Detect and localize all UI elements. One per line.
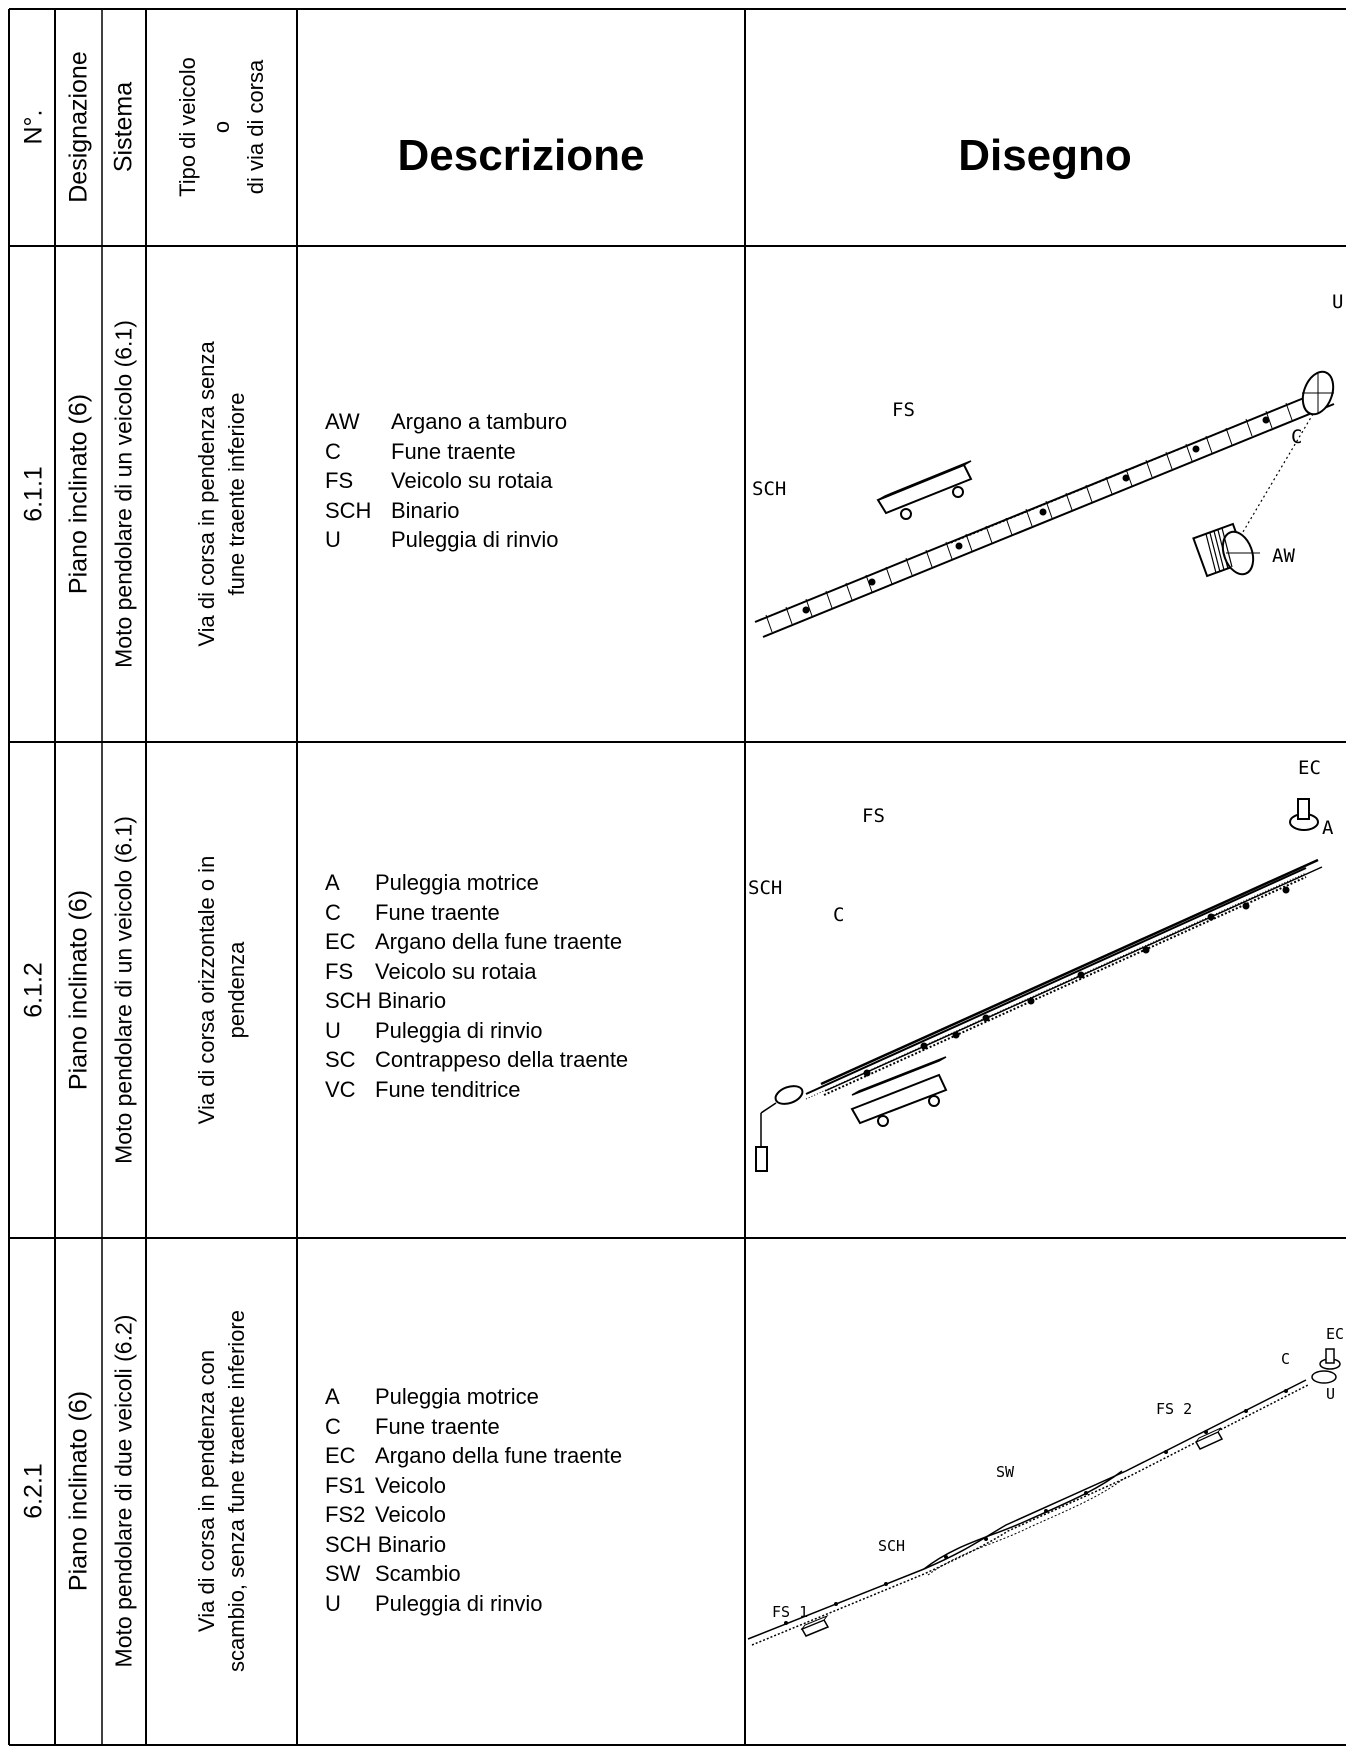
row-number: 6.1.2 bbox=[19, 962, 48, 1018]
legend-item: SW Scambio bbox=[325, 1561, 461, 1586]
legend-item: C Fune traente bbox=[325, 1413, 500, 1439]
rail-vehicle bbox=[876, 460, 973, 520]
label-sch: SCH bbox=[748, 877, 782, 899]
rope-upper bbox=[805, 867, 1307, 1095]
label-c: C bbox=[833, 904, 844, 926]
haul-winch bbox=[1325, 1348, 1335, 1364]
legend-item: U Puleggia di rinvio bbox=[325, 1017, 543, 1043]
return-pulley bbox=[1301, 370, 1335, 416]
legend-item: U Puleggia di rinvio bbox=[325, 1590, 543, 1616]
vehicle-fs2 bbox=[1194, 1427, 1224, 1450]
inclined-plane-drawing-2: EC A FS SCH C U VC SC bbox=[748, 757, 1334, 1172]
vehicle-fs1 bbox=[800, 1614, 830, 1637]
legend-item: SCH Binario bbox=[325, 497, 460, 523]
track-sleepers bbox=[765, 394, 1313, 633]
row-sistema: Moto pendolare di un veicolo (6.1) bbox=[110, 816, 137, 1164]
label-fs: FS bbox=[892, 399, 915, 421]
label-fs2: FS 2 bbox=[1156, 1400, 1192, 1418]
drive-pulley bbox=[1311, 1348, 1341, 1384]
track-rail-upper bbox=[820, 858, 1319, 1086]
label-a: A bbox=[1322, 817, 1334, 839]
track-main bbox=[747, 1379, 1307, 1640]
via-line1: Via di corsa in pendenza con bbox=[194, 1349, 219, 1633]
via-line2: pendenza bbox=[224, 941, 249, 1039]
legend-item: VC Fune tenditrice bbox=[325, 1076, 521, 1102]
row-sistema: Moto pendolare di due veicoli (6.2) bbox=[110, 1314, 137, 1668]
row-designazione: Piano inclinato (6) bbox=[64, 889, 93, 1091]
row-via-di-corsa: Via di corsa orizzontale o in pendenza bbox=[192, 856, 252, 1125]
legend-item: SCH Binario bbox=[325, 1531, 447, 1557]
legend-item: FS1 Veicolo bbox=[325, 1472, 446, 1498]
row-designazione: Piano inclinato (6) bbox=[64, 1390, 93, 1592]
row-via-di-corsa: Via di corsa in pendenza senza fune trae… bbox=[192, 341, 252, 646]
row-description: A Puleggia motrice C Fune traente EC Argano… bbox=[325, 1382, 622, 1618]
row-number: 6.2.1 bbox=[19, 1463, 48, 1519]
via-line2: fune traente inferiore bbox=[224, 392, 249, 596]
legend-item: SCH Binario bbox=[325, 988, 447, 1013]
header-tipo-line3: di via di corsa bbox=[243, 59, 268, 195]
header-num: N°. bbox=[19, 109, 48, 145]
row-description: A Puleggia motrice C Fune traente EC Argano… bbox=[325, 868, 628, 1104]
via-line1: Via di corsa orizzontale o in bbox=[194, 855, 219, 1125]
label-ec: EC bbox=[1326, 1325, 1344, 1343]
rail-vehicle bbox=[850, 1056, 948, 1127]
haul-rope bbox=[950, 389, 1325, 544]
legend-item: C Fune traente bbox=[325, 438, 516, 464]
header-tipo-line2: o bbox=[209, 120, 234, 134]
counterweight bbox=[755, 1146, 768, 1172]
rope-rollers bbox=[802, 416, 1270, 614]
row-number: 6.1.1 bbox=[19, 466, 48, 522]
rope-rollers bbox=[863, 886, 1290, 1077]
header-tipo-line1: Tipo di veicolo bbox=[175, 57, 200, 197]
label-ec: EC bbox=[1298, 757, 1321, 779]
header-sistema: Sistema bbox=[109, 81, 138, 173]
label-sch: SCH bbox=[878, 1537, 905, 1555]
inclined-plane-drawing-3: EC C U FS 2 SW SCH FS 1 bbox=[747, 1325, 1344, 1646]
legend-item: SC Contrappeso della traente bbox=[325, 1047, 629, 1072]
header-disegno: Disegno bbox=[958, 131, 1132, 180]
row-sistema: Moto pendolare di un veicolo (6.1) bbox=[110, 320, 137, 668]
label-fs: FS bbox=[862, 805, 885, 827]
label-u: U bbox=[1326, 1385, 1335, 1403]
label-fs1: FS 1 bbox=[772, 1603, 808, 1621]
legend-item: EC Argano della fune traente bbox=[325, 1443, 623, 1468]
inclined-plane-drawing-1: U FS C SCH AW bbox=[752, 291, 1343, 638]
header-tipo: Tipo di veicolo o di via di corsa bbox=[171, 57, 273, 197]
via-line2: scambio, senza fune traente inferiore bbox=[224, 1310, 249, 1672]
label-u: U bbox=[1332, 291, 1343, 313]
return-pulley bbox=[755, 1085, 804, 1172]
legend-item: FS Veicolo su rotaia bbox=[325, 958, 537, 984]
legend-item: U Puleggia di rinvio bbox=[325, 527, 559, 552]
passing-loop bbox=[923, 1470, 1123, 1570]
legend-item: A Puleggia motrice bbox=[325, 870, 539, 895]
tension-rope bbox=[760, 1102, 777, 1114]
header-designazione: Designazione bbox=[64, 51, 93, 203]
track-rail-lower bbox=[824, 866, 1323, 1092]
row-description: AW Argano a tamburo C Fune traente FS Veico… bbox=[325, 407, 567, 555]
track-rail-upper bbox=[754, 388, 1327, 623]
legend-item: EC Argano della fune traente bbox=[325, 929, 623, 954]
legend-item: C Fune traente bbox=[325, 899, 500, 925]
legend-item: AW Argano a tamburo bbox=[325, 409, 568, 434]
via-line1: Via di corsa in pendenza senza bbox=[194, 341, 219, 647]
label-aw: AW bbox=[1272, 545, 1295, 567]
row-via-di-corsa: Via di corsa in pendenza con scambio, se… bbox=[192, 1310, 252, 1672]
drum-winch bbox=[1192, 522, 1260, 578]
label-c: C bbox=[1281, 1350, 1290, 1368]
legend-item: FS Veicolo su rotaia bbox=[325, 468, 553, 493]
row-designazione: Piano inclinato (6) bbox=[64, 393, 93, 595]
label-sch: SCH bbox=[752, 478, 786, 500]
legend-item: A Puleggia motrice bbox=[325, 1384, 539, 1409]
track-rail-lower bbox=[762, 403, 1335, 638]
drive-pulley bbox=[1289, 798, 1319, 831]
haul-winch bbox=[1297, 798, 1310, 820]
legend-item: FS2 Veicolo bbox=[325, 1502, 446, 1527]
rope-rollers bbox=[784, 1389, 1288, 1625]
label-sw: SW bbox=[996, 1463, 1015, 1481]
haul-rope bbox=[823, 876, 1307, 1096]
label-c: C bbox=[1291, 426, 1302, 448]
header-descrizione: Descrizione bbox=[397, 131, 645, 180]
